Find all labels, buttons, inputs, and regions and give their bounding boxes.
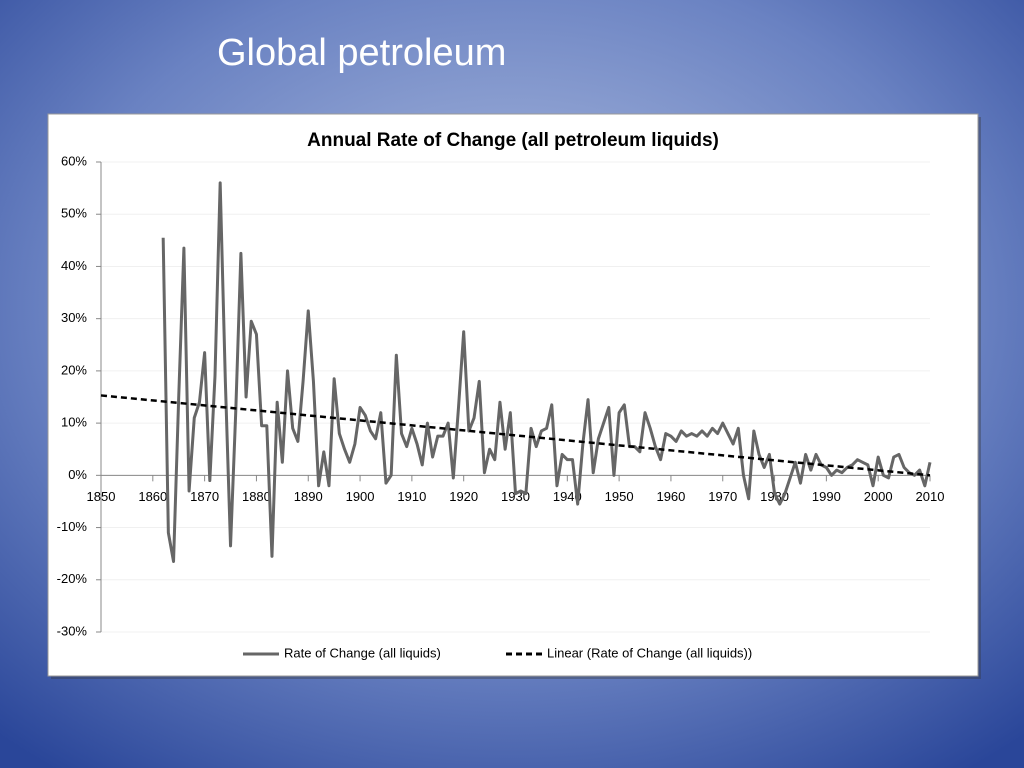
x-tick-label: 1910: [397, 489, 426, 504]
x-tick-label: 2010: [916, 489, 945, 504]
line-series: [161, 181, 932, 563]
y-tick-label: -20%: [57, 571, 88, 586]
x-tick-label: 1950: [605, 489, 634, 504]
chart-title: Annual Rate of Change (all petroleum liq…: [307, 130, 719, 151]
y-tick-label: 10%: [61, 415, 87, 430]
x-tick-label: 1940: [553, 489, 582, 504]
x-tick-label: 1960: [656, 489, 685, 504]
x-tick-label: 2000: [864, 489, 893, 504]
x-tick-label: 1870: [190, 489, 219, 504]
y-tick-label: 60%: [61, 153, 87, 168]
y-tick-label: 30%: [61, 310, 87, 325]
x-tick-label: 1920: [449, 489, 478, 504]
line-series: [100, 394, 931, 477]
chart-box: [47, 113, 979, 677]
x-tick-label: 1890: [294, 489, 323, 504]
y-tick-label: 50%: [61, 206, 87, 221]
x-tick-label: 1990: [812, 489, 841, 504]
legend-label: Rate of Change (all liquids): [284, 645, 441, 660]
y-tick-label: -30%: [57, 623, 88, 638]
x-tick-label: 1900: [346, 489, 375, 504]
x-tick-label: 1880: [242, 489, 271, 504]
y-tick-label: 20%: [61, 362, 87, 377]
slide-title: Global petroleum: [217, 32, 506, 74]
x-tick-label: 1850: [87, 489, 116, 504]
x-tick-label: 1970: [708, 489, 737, 504]
y-tick-label: 40%: [61, 258, 87, 273]
legend-label: Linear (Rate of Change (all liquids)): [547, 645, 752, 660]
y-tick-label: -10%: [57, 519, 88, 534]
x-tick-label: 1860: [138, 489, 167, 504]
y-tick-label: 0%: [68, 467, 87, 482]
